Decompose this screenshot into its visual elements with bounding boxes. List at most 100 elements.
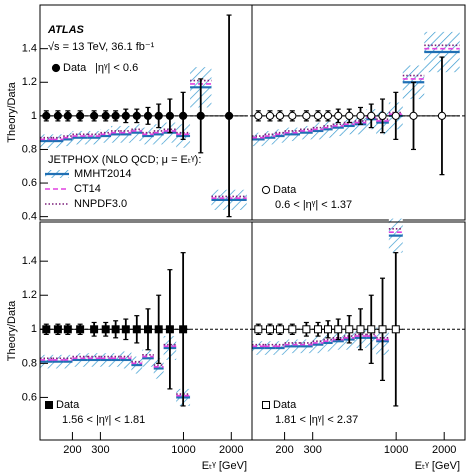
y-tick-label: 0.6	[22, 391, 37, 403]
data-marker	[288, 325, 297, 334]
data-marker	[302, 111, 311, 120]
y-tick-label: 0.8	[22, 357, 37, 369]
data-marker	[143, 325, 152, 334]
data-marker	[334, 111, 343, 120]
data-marker	[63, 325, 72, 334]
data-marker	[367, 111, 376, 120]
data-marker	[121, 325, 130, 334]
data-marker	[121, 111, 130, 120]
data-marker	[356, 111, 365, 120]
y-tick-label: 0.8	[22, 143, 37, 155]
panel: Data 0.6 < |ηᵞ| < 1.37	[251, 4, 466, 221]
data-marker	[254, 111, 263, 120]
data-marker	[165, 325, 174, 334]
data-marker	[90, 325, 99, 334]
data-marker	[45, 401, 53, 409]
x-tick-label: 300	[304, 444, 322, 456]
legend-label: Data	[273, 184, 297, 196]
legend-label: NNPDF3.0	[74, 198, 127, 210]
panel: 0.4 0.6 0.8 1 1.2 1.4 Theory/Data Data |ηᵞ| < 0.…	[6, 4, 253, 223]
legend-label: MMHT2014	[74, 168, 131, 180]
data-marker	[437, 111, 447, 120]
data-marker	[323, 111, 333, 120]
data-marker	[345, 325, 354, 334]
data-marker	[262, 401, 270, 409]
data-marker	[53, 325, 62, 334]
y-axis-label: Theory/Data	[6, 300, 18, 361]
legend-label: Data	[273, 399, 297, 411]
y-axis-label: Theory/Data	[6, 81, 18, 142]
legend-label: CT14	[74, 183, 101, 195]
data-marker	[265, 111, 275, 120]
data-marker	[254, 325, 263, 334]
data-marker	[378, 111, 387, 120]
data-marker	[111, 111, 120, 120]
data-marker	[302, 325, 311, 334]
data-marker	[367, 325, 376, 334]
data-marker	[179, 325, 188, 334]
y-tick-label: 1.4	[22, 43, 37, 55]
y-tick-label: 1.2	[22, 289, 37, 301]
x-tick-label: 200	[63, 444, 81, 456]
energy-label: √s = 13 TeV, 36.1 fb⁻¹	[48, 41, 155, 53]
data-marker	[51, 63, 61, 73]
y-tick-label: 1.4	[22, 255, 37, 267]
x-tick-label: 1000	[171, 444, 195, 456]
data-marker	[275, 111, 285, 120]
y-tick-label: 1	[31, 110, 37, 122]
region-label: 1.81 < |ηᵞ| < 2.37	[275, 414, 358, 426]
legend-label: Data	[63, 62, 87, 74]
x-axis-label: Eₜᵞ [GeV]	[415, 460, 460, 472]
data-marker	[356, 325, 365, 334]
data-marker	[334, 325, 343, 334]
region-label: 1.56 < |ηᵞ| < 1.81	[62, 414, 145, 426]
y-tick-label: 1	[31, 323, 37, 335]
data-marker	[154, 325, 163, 334]
region-label: 0.6 < |ηᵞ| < 1.37	[275, 199, 352, 211]
data-marker	[224, 111, 234, 120]
data-marker	[90, 111, 99, 120]
x-tick-label: 1000	[384, 444, 408, 456]
x-tick-label: 2000	[219, 444, 243, 456]
data-marker	[143, 111, 153, 120]
data-marker	[165, 111, 175, 120]
panel: 200 300 1000 2000 Eₜᵞ [GeV] Data 1.81 < |ηᵞ| <…	[251, 218, 466, 472]
y-tick-label: 0.6	[22, 177, 37, 189]
x-tick-label: 200	[275, 444, 293, 456]
data-marker	[409, 111, 418, 120]
data-marker	[261, 185, 271, 195]
data-marker	[314, 325, 323, 334]
data-marker	[76, 111, 85, 120]
x-tick-label: 300	[91, 444, 109, 456]
data-marker	[196, 111, 205, 120]
x-axis-label: Eₜᵞ [GeV]	[202, 460, 247, 472]
data-marker	[179, 111, 188, 120]
data-marker	[275, 325, 284, 334]
data-marker	[378, 325, 387, 334]
y-tick-label: 0.4	[22, 211, 37, 223]
data-marker	[154, 111, 163, 120]
legend-label: Data	[56, 399, 80, 411]
data-marker	[101, 325, 110, 334]
data-marker	[111, 325, 120, 334]
x-tick-label: 2000	[432, 444, 456, 456]
data-marker	[76, 325, 85, 334]
legend-title: JETPHOX (NLO QCD; μ = Eₜᵞ):	[48, 154, 201, 166]
data-marker	[132, 111, 141, 120]
y-tick-label: 1.2	[22, 76, 37, 88]
data-marker	[53, 111, 62, 120]
data-marker	[345, 111, 354, 120]
data-marker	[63, 111, 72, 120]
panel: 0.6 0.8 1 1.2 1.4 200 300 1000 2000 Theory/Data Eₜ…	[6, 221, 253, 472]
plot-frame	[251, 221, 466, 441]
region-label: |ηᵞ| < 0.6	[95, 62, 138, 74]
data-marker	[391, 325, 400, 334]
data-marker	[265, 325, 274, 334]
plot-frame	[251, 4, 466, 221]
data-marker	[313, 111, 323, 120]
data-marker	[324, 325, 333, 334]
data-marker	[288, 111, 297, 120]
data-marker	[101, 111, 110, 120]
data-marker	[391, 111, 400, 120]
